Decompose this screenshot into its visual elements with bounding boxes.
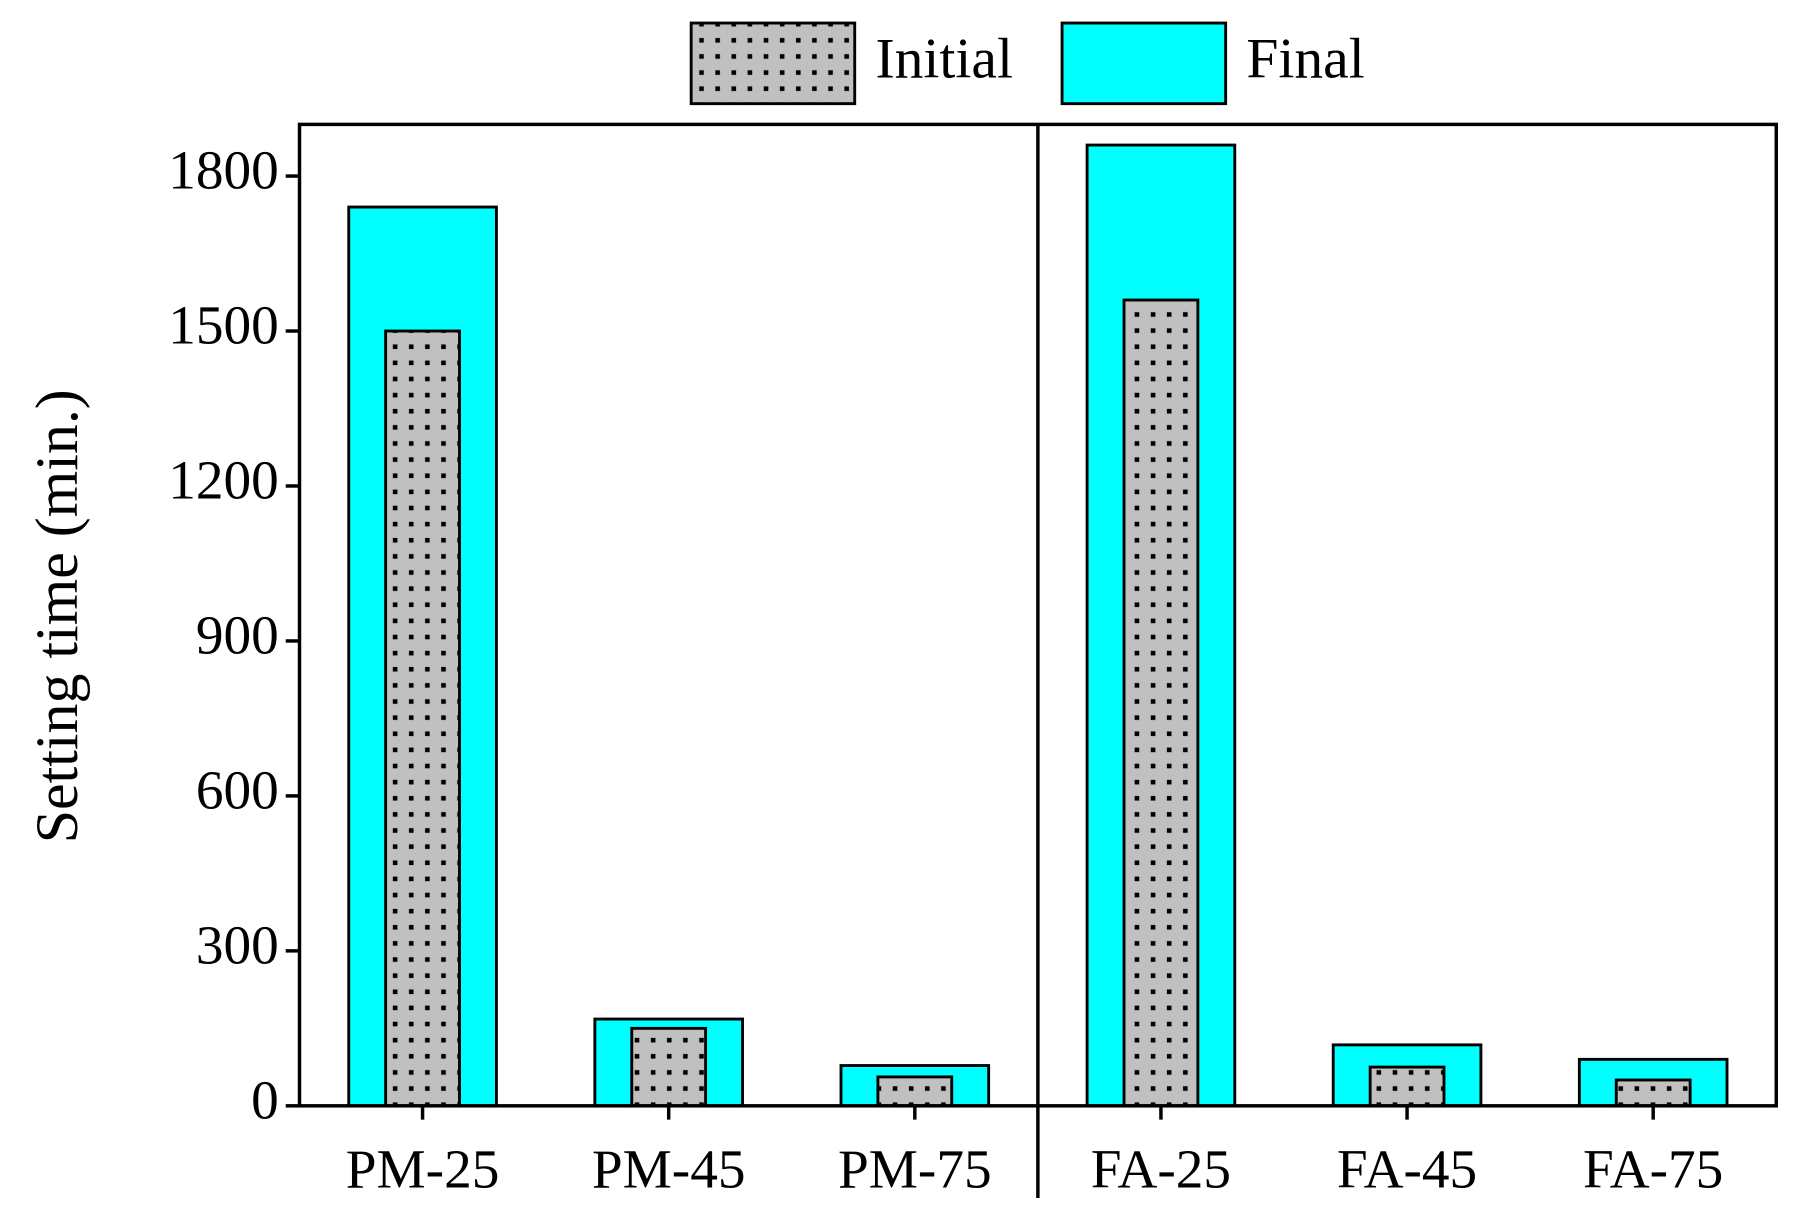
x-tick-label: FA-25: [1091, 1139, 1231, 1200]
x-tick-label: PM-25: [346, 1139, 500, 1200]
initial-bar: [1122, 298, 1200, 1108]
x-tick-label: FA-75: [1583, 1139, 1723, 1200]
x-tick-label: PM-45: [592, 1139, 746, 1200]
initial-bar: [1368, 1065, 1446, 1108]
y-axis-label: Setting time (min.): [24, 389, 90, 843]
x-tick-label: FA-45: [1337, 1139, 1477, 1200]
y-tick-label: 900: [196, 605, 279, 666]
initial-bar: [630, 1026, 708, 1108]
y-tick-label: 300: [196, 915, 279, 976]
legend-label: Initial: [875, 28, 1013, 91]
initial-bar: [876, 1075, 954, 1108]
y-tick-label: 600: [196, 760, 279, 821]
y-tick-label: 0: [251, 1070, 279, 1131]
y-tick-label: 1800: [168, 140, 279, 201]
legend-label: Final: [1246, 28, 1364, 91]
y-tick-label: 1500: [168, 295, 279, 356]
y-tick-label: 1200: [168, 450, 279, 511]
x-tick-label: PM-75: [838, 1139, 992, 1200]
initial-bar: [384, 329, 461, 1108]
legend-swatch: [689, 21, 857, 106]
legend-swatch: [1060, 21, 1228, 106]
initial-bar: [1614, 1078, 1692, 1108]
